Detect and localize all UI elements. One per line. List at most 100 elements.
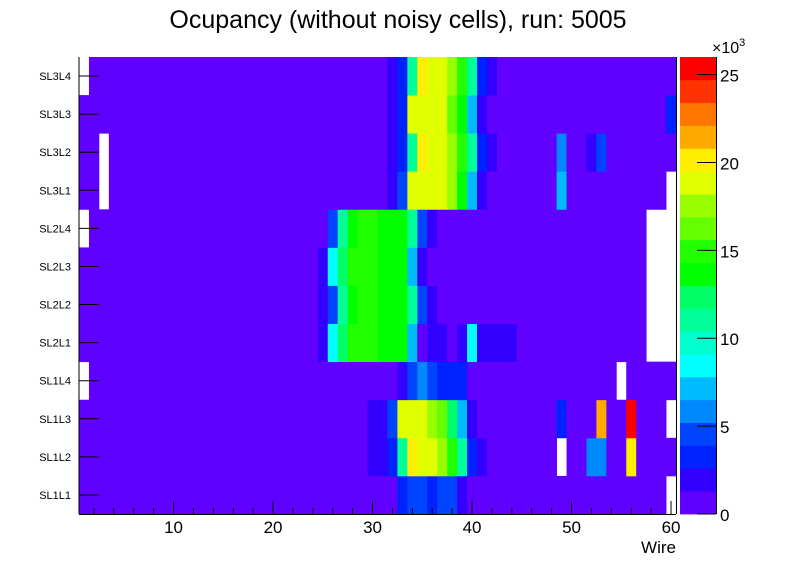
heatmap-cell: [128, 437, 140, 477]
heatmap-cell: [138, 57, 150, 96]
heatmap-cell: [437, 399, 448, 439]
x-tick-label: 60: [662, 518, 681, 537]
heatmap-cell: [417, 437, 428, 477]
heatmap-cell: [317, 361, 329, 401]
heatmap-cell: [118, 437, 130, 477]
heatmap-cell: [626, 133, 637, 172]
heatmap-cell: [457, 361, 468, 401]
heatmap-cell: [427, 285, 438, 324]
heatmap-cell: [278, 57, 289, 96]
heatmap-cell: [337, 323, 349, 363]
y-category-label: SL2L3: [39, 261, 71, 273]
heatmap-cell: [258, 475, 269, 515]
heatmap-cell: [218, 247, 229, 286]
heatmap-cell: [457, 133, 468, 172]
heatmap-cell: [586, 57, 597, 96]
heatmap-cell: [646, 437, 657, 477]
heatmap-cell: [616, 209, 627, 248]
heatmap-cell: [616, 133, 627, 172]
heatmap-cell: [467, 437, 478, 477]
heatmap-cell: [198, 247, 209, 286]
heatmap-cell: [447, 209, 458, 248]
heatmap-cell: [188, 437, 199, 477]
heatmap-cell: [626, 437, 637, 477]
color-scale-band: [680, 102, 716, 126]
heatmap-cell: [546, 171, 557, 210]
heatmap-cell: [297, 323, 309, 363]
heatmap-cell: [198, 95, 209, 134]
heatmap-cell: [457, 95, 468, 134]
y-category-label: SL2L4: [39, 223, 71, 235]
heatmap-cell: [367, 285, 378, 324]
heatmap-cell: [586, 247, 597, 286]
heatmap-cell: [278, 361, 289, 401]
heatmap-cell: [248, 285, 259, 324]
heatmap-cell: [228, 247, 239, 286]
heatmap-cell: [287, 323, 299, 363]
heatmap-cell: [437, 437, 448, 477]
heatmap-cell: [228, 361, 239, 401]
heatmap-cell: [407, 361, 418, 401]
heatmap-cell: [636, 171, 647, 210]
heatmap-cell: [357, 171, 368, 210]
heatmap-cell: [516, 209, 528, 248]
heatmap-cell: [168, 323, 179, 363]
heatmap-cell: [397, 437, 408, 477]
heatmap-cell: [238, 437, 249, 477]
heatmap-cell: [158, 171, 169, 210]
heatmap-cell: [317, 209, 329, 248]
heatmap-cell: [178, 95, 189, 134]
heatmap-cell: [228, 399, 239, 439]
heatmap-cell: [208, 209, 219, 248]
heatmap-cell: [317, 95, 329, 134]
heatmap-cell: [357, 475, 368, 515]
heatmap-cell: [546, 399, 557, 439]
y-category-label: SL3L3: [39, 109, 71, 121]
heatmap-cell: [407, 209, 418, 248]
heatmap-cell: [377, 247, 388, 286]
heatmap-cell: [486, 361, 498, 401]
color-scale-band: [680, 148, 716, 172]
heatmap-cell: [596, 323, 607, 363]
heatmap-cell: [228, 95, 239, 134]
heatmap-cell: [98, 57, 110, 96]
heatmap-cell: [457, 285, 468, 324]
heatmap-cell: [506, 209, 518, 248]
heatmap-cell: [377, 171, 388, 210]
z-multiplier: ×103: [712, 37, 745, 57]
color-scale-band: [680, 331, 716, 355]
heatmap-cell: [576, 399, 587, 439]
heatmap-cell: [496, 95, 508, 134]
heatmap-cell: [148, 171, 159, 210]
heatmap-cell: [218, 285, 229, 324]
heatmap-cell: [616, 399, 627, 439]
heatmap-cell: [287, 209, 299, 248]
heatmap-cell: [297, 361, 309, 401]
heatmap-cell: [258, 133, 269, 172]
color-scale-band: [680, 194, 716, 218]
heatmap-cell: [198, 209, 209, 248]
heatmap-cell: [317, 57, 329, 96]
heatmap-cell: [606, 209, 617, 248]
heatmap-cell: [317, 133, 329, 172]
heatmap-cell: [646, 133, 657, 172]
heatmap-cell: [297, 171, 309, 210]
heatmap-cell: [218, 361, 229, 401]
heatmap-cell: [616, 247, 627, 286]
heatmap-cell: [158, 247, 169, 286]
heatmap-cell: [307, 95, 319, 134]
heatmap-cell: [496, 285, 508, 324]
heatmap-cell: [347, 133, 358, 172]
heatmap-cell: [387, 437, 398, 477]
heatmap-cell: [108, 437, 120, 477]
heatmap-cell: [327, 57, 339, 96]
heatmap-cell: [646, 475, 657, 515]
heatmap-cell: [268, 323, 279, 363]
heatmap-cell: [238, 57, 249, 96]
heatmap-cell: [297, 57, 309, 96]
heatmap-cell: [526, 133, 538, 172]
heatmap-cell: [327, 133, 339, 172]
heatmap-cell: [666, 437, 677, 477]
heatmap-cell: [467, 399, 478, 439]
heatmap-cell: [526, 171, 538, 210]
